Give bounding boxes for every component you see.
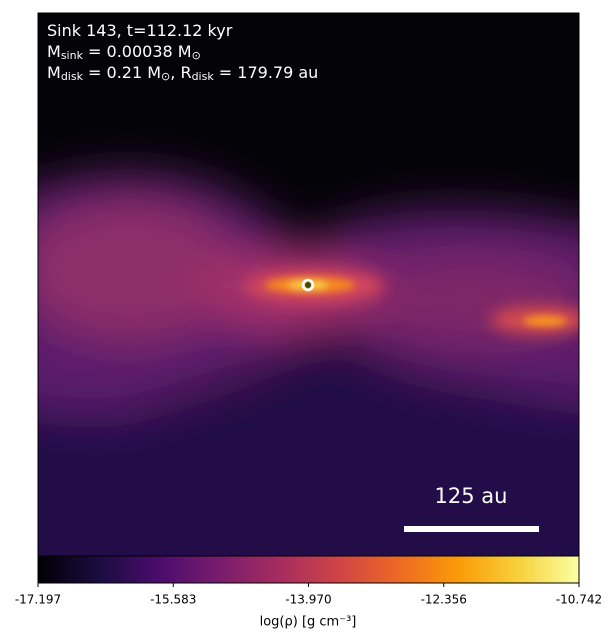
annotation-segment: sink: [61, 49, 84, 62]
sink-marker: [301, 278, 315, 292]
annotation-segment: Sink 143, t=112.12 kyr: [47, 21, 233, 40]
annotation-segment: M: [47, 42, 61, 61]
annotation-line: Sink 143, t=112.12 kyr: [47, 21, 233, 40]
annotation-segment: disk: [192, 70, 215, 83]
annotation-segment: disk: [61, 70, 84, 83]
colorbar-tick-label: -12.356: [421, 593, 467, 607]
colorbar-tick-label: -15.583: [150, 593, 196, 607]
annotation-segment: = 179.79 au: [214, 63, 319, 82]
colorbar: [37, 555, 580, 584]
annotation-line: Mdisk = 0.21 M⊙, Rdisk = 179.79 au: [47, 63, 318, 84]
colorbar-label: log(ρ) [g cm⁻³]: [260, 615, 357, 630]
annotation-segment: , R: [170, 63, 191, 82]
scale-bar-label: 125 au: [435, 484, 508, 508]
annotation-segment: ⊙: [161, 70, 170, 83]
colorbar-tick-label: -17.197: [15, 593, 61, 607]
annotation-segment: = 0.21 M: [83, 63, 161, 82]
colorbar-tick-label: -13.970: [285, 593, 331, 607]
colorbar-tick-label: -10.742: [556, 593, 602, 607]
annotation-line: Msink = 0.00038 M⊙: [47, 42, 201, 63]
annotation-segment: M: [47, 63, 61, 82]
annotation-segment: = 0.00038 M: [83, 42, 192, 61]
sink-marker-core: [305, 282, 311, 288]
annotation-segment: ⊙: [192, 49, 201, 62]
density-map: [38, 13, 579, 556]
